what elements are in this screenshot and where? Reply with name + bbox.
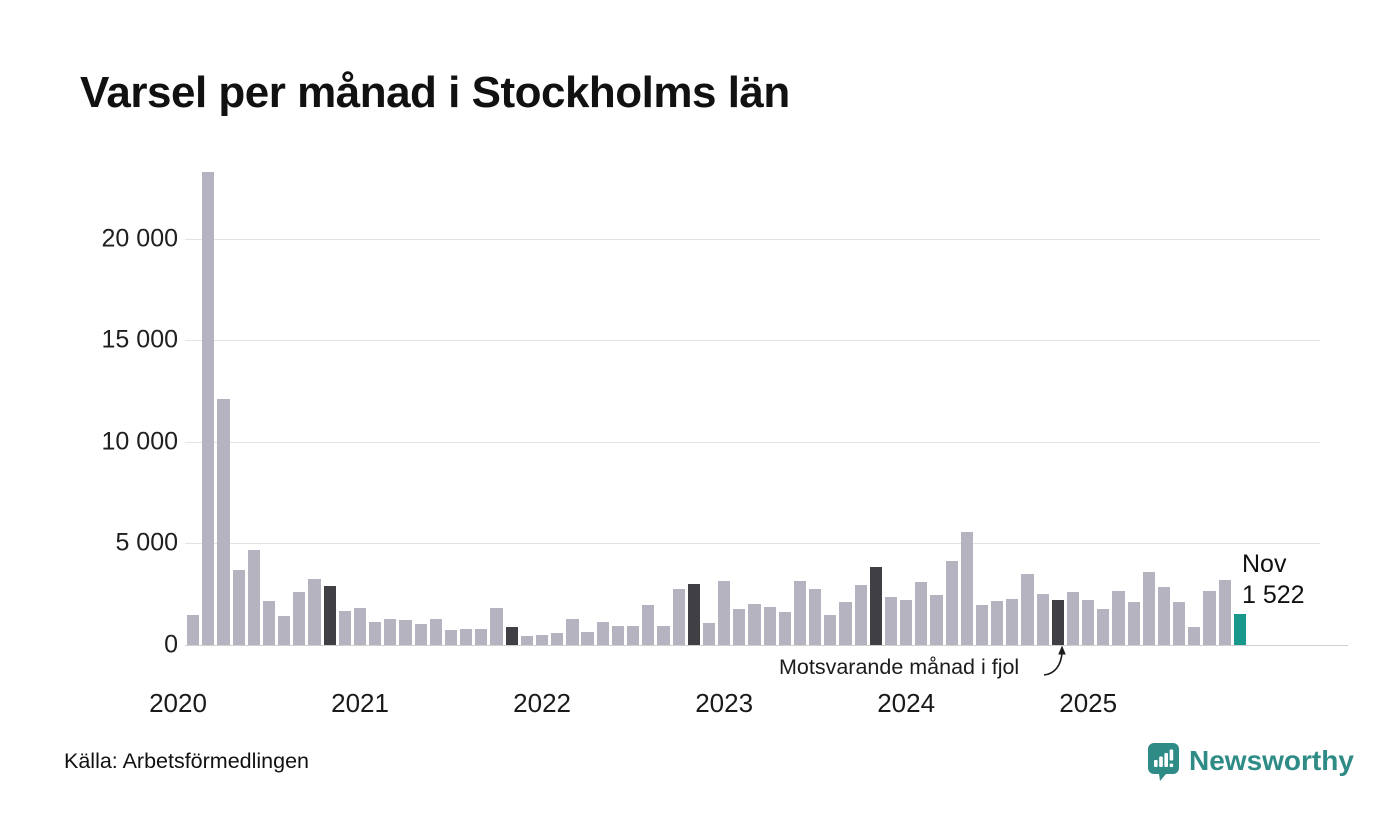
bar-2022-01 (535, 635, 549, 645)
bar-2020-02 (187, 614, 200, 645)
bar-2022-06 (611, 625, 625, 645)
bar-2021-07 (444, 629, 458, 645)
bar-2025-10 (1218, 579, 1231, 645)
y-tick-label-10000: 10 000 (101, 427, 178, 456)
bar-2023-12 (884, 597, 898, 645)
y-tick-label-15000: 15 000 (101, 325, 178, 354)
comparison-arrow-icon (1043, 645, 1066, 676)
bar-2023-10 (854, 585, 867, 645)
bar-2022-12 (702, 622, 716, 645)
latest-value-callout: Nov 1 522 (1242, 549, 1305, 611)
bar-2020-03 (202, 171, 215, 645)
bar-2021-11 (505, 627, 518, 645)
latest-value-month: Nov (1242, 550, 1287, 578)
bar-2023-02 (733, 609, 746, 645)
bar-2021-06 (429, 619, 442, 645)
x-tick-label-2024: 2024 (877, 688, 936, 718)
bar-2020-04 (217, 399, 230, 645)
bar-2023-04 (763, 607, 776, 645)
bar-2025-04 (1127, 601, 1140, 645)
gridline-20000 (185, 238, 1320, 240)
bar-2022-05 (596, 621, 609, 645)
bar-2022-08 (642, 604, 655, 645)
x-tick-label-2022: 2022 (513, 688, 571, 718)
bar-2024-04 (945, 560, 958, 645)
bar-2024-11 (1051, 600, 1064, 645)
bar-2021-10 (490, 607, 503, 645)
bar-2024-07 (991, 600, 1004, 645)
bar-2023-09 (839, 601, 852, 645)
bar-2022-04 (581, 631, 594, 645)
bar-2025-09 (1203, 591, 1216, 645)
bar-2022-10 (672, 589, 685, 645)
bar-2025-03 (1112, 591, 1125, 645)
bar-2021-03 (384, 619, 397, 645)
bar-2020-09 (293, 592, 306, 645)
bar-2020-06 (247, 549, 260, 645)
bar-2024-12 (1066, 591, 1080, 645)
bar-2020-08 (278, 616, 291, 645)
bar-2024-10 (1036, 593, 1049, 645)
y-tick-label-5000: 5 000 (115, 528, 178, 557)
bar-2021-05 (414, 624, 427, 645)
comparison-annotation-label: Motsvarande månad i fjol (779, 655, 1020, 679)
bar-2022-09 (657, 626, 670, 645)
bar-2025-06 (1157, 587, 1171, 645)
bar-2021-02 (369, 622, 382, 645)
bar-2023-11 (869, 566, 882, 645)
y-tick-label-20000: 20 000 (101, 224, 178, 253)
bar-2023-08 (824, 614, 837, 645)
x-tick-label-2020: 2020 (149, 688, 207, 718)
bar-2023-07 (809, 588, 822, 645)
x-axis-line (185, 645, 1348, 646)
gridline-5000 (185, 543, 1320, 545)
bar-2021-09 (475, 629, 488, 645)
bar-2021-08 (460, 629, 473, 645)
newsworthy-logo-icon (1148, 743, 1179, 781)
gridline-10000 (185, 441, 1320, 443)
bar-2022-11 (687, 584, 700, 645)
bar-2020-10 (308, 579, 321, 645)
bar-2020-12 (338, 610, 351, 645)
newsworthy-wordmark: Newsworthy (1189, 745, 1354, 776)
bar-2025-11 (1233, 614, 1246, 645)
bar-2022-07 (627, 626, 640, 645)
chart-title: Varsel per månad i Stockholms län (80, 68, 790, 117)
bar-2025-01 (1082, 599, 1095, 645)
bar-2025-02 (1097, 608, 1110, 645)
latest-value-number: 1 522 (1242, 581, 1305, 609)
bar-2021-04 (399, 620, 412, 645)
bar-2020-11 (323, 585, 336, 645)
bar-2025-08 (1188, 626, 1201, 645)
bar-2022-02 (551, 632, 564, 645)
bar-2024-01 (900, 599, 913, 645)
x-tick-label-2025: 2025 (1059, 688, 1118, 718)
bar-2023-05 (778, 612, 791, 645)
bar-2022-03 (566, 618, 579, 645)
bar-2020-07 (262, 600, 276, 645)
bar-2023-03 (748, 604, 761, 645)
bar-2021-12 (520, 635, 533, 645)
bar-2024-06 (975, 604, 989, 645)
bar-2025-07 (1173, 601, 1186, 645)
gridline-15000 (185, 340, 1320, 342)
bar-2025-05 (1142, 572, 1155, 645)
bar-2024-09 (1021, 574, 1034, 645)
source-attribution: Källa: Arbetsförmedlingen (64, 749, 310, 773)
bar-2024-03 (930, 595, 943, 645)
bar-2024-08 (1006, 599, 1019, 645)
x-tick-label-2023: 2023 (695, 688, 754, 718)
bar-2021-01 (353, 607, 367, 645)
bar-2023-06 (793, 581, 807, 645)
y-tick-label-0: 0 (164, 630, 178, 659)
bar-2020-05 (232, 569, 245, 645)
x-tick-label-2021: 2021 (331, 688, 389, 718)
bar-2024-02 (915, 581, 928, 645)
newsworthy-brand: Newsworthy (1147, 742, 1354, 782)
bar-2023-01 (718, 580, 731, 645)
bar-2024-05 (960, 532, 973, 645)
